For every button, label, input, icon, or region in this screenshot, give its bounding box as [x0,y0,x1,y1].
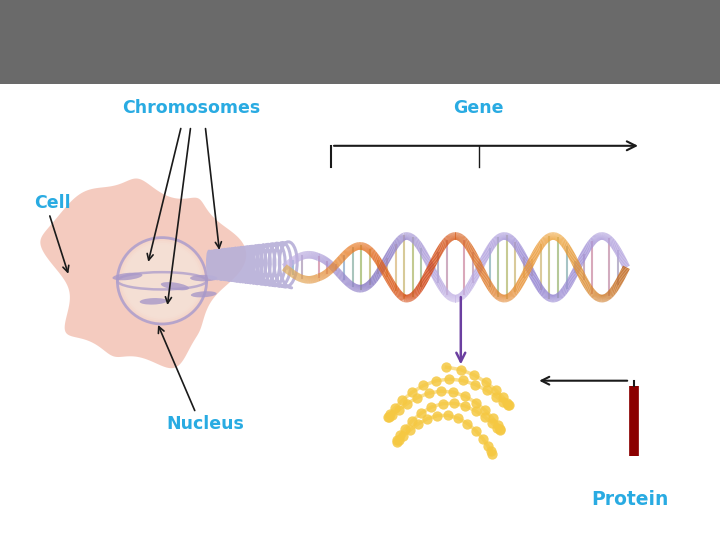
Point [502,399,513,407]
Ellipse shape [125,245,199,317]
Point [492,420,503,429]
Point [452,414,464,422]
Point [404,426,415,435]
Point [492,423,503,432]
Point [455,365,467,374]
Point [392,436,403,444]
Point [393,436,405,444]
Ellipse shape [117,238,207,324]
Ellipse shape [112,273,143,280]
Ellipse shape [122,243,202,319]
Point [418,381,429,390]
Point [477,435,489,443]
Point [441,363,452,372]
Point [487,414,498,422]
Point [449,399,460,408]
Point [486,449,498,458]
Point [390,403,401,412]
Point [459,392,471,401]
Point [395,431,406,440]
Ellipse shape [140,298,167,305]
Ellipse shape [161,282,189,291]
Point [486,419,498,428]
Ellipse shape [191,291,217,298]
Bar [0,0,720,84]
Text: Gene: Gene [454,99,504,117]
Ellipse shape [121,241,203,321]
Point [423,389,434,397]
Point [401,400,413,408]
Point [485,447,497,456]
Point [411,393,423,402]
Point [382,413,394,421]
Point [490,386,501,394]
Point [498,397,509,406]
Point [442,411,454,420]
Point [444,375,455,383]
Point [503,401,515,410]
Point [480,406,491,415]
Point [406,388,418,396]
Point [397,432,409,441]
Point [415,409,427,417]
Text: Nucleus: Nucleus [166,415,244,433]
Point [383,413,395,422]
Point [431,376,442,385]
Point [498,393,509,402]
Ellipse shape [126,246,198,315]
Point [480,377,492,386]
Point [431,411,443,420]
Point [502,401,513,409]
Point [437,400,449,408]
Point [490,392,502,401]
Point [412,420,423,429]
Point [384,409,396,418]
Point [470,407,482,415]
Point [462,419,473,428]
Point [494,426,505,434]
Point [470,427,482,435]
Point [468,370,480,379]
Point [421,415,433,423]
Point [495,424,506,433]
Point [482,442,494,450]
Text: Cell: Cell [35,193,71,212]
Point [397,396,408,404]
Point [400,424,411,433]
Point [469,380,481,389]
Point [391,437,402,446]
Point [457,376,469,385]
Point [481,386,492,395]
Text: Chromosomes: Chromosomes [122,99,260,117]
Point [470,399,482,407]
Point [426,403,437,411]
Point [435,387,446,395]
Point [479,413,490,421]
Point [459,402,471,410]
Ellipse shape [190,275,217,281]
Point [448,388,459,396]
Text: Protein: Protein [591,490,669,509]
Point [407,416,418,425]
Ellipse shape [119,239,205,322]
Point [387,410,398,419]
Polygon shape [40,179,246,368]
Point [393,406,405,414]
